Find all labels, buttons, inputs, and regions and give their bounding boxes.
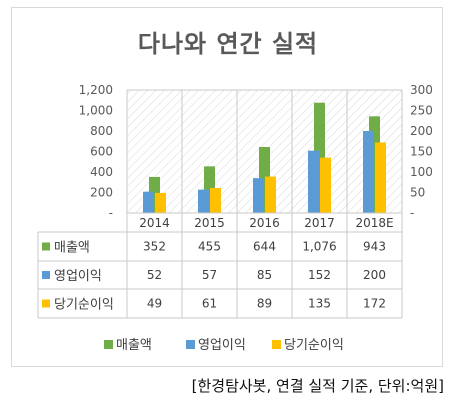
table-cell-value: 352 — [143, 240, 166, 254]
table-cell-value: 172 — [363, 297, 386, 311]
bar-영업이익-2018E — [363, 131, 374, 213]
source-note: [한경탐사봇, 연결 실적 기준, 단위:억원] — [191, 377, 444, 395]
table-cell-value: 61 — [202, 297, 217, 311]
x-tick-label: 2017 — [304, 216, 335, 230]
x-tick-label: 2016 — [249, 216, 280, 230]
bar-매출액-2015 — [204, 166, 215, 213]
y-right-tick-label: 300 — [410, 83, 433, 97]
table-legend-key — [42, 271, 50, 279]
bar-매출액-2017 — [314, 102, 325, 213]
bar-당기순이익-2014 — [155, 192, 166, 213]
bar-매출액-2016 — [259, 146, 270, 213]
table-row-label: 영업이익 — [54, 269, 102, 284]
chart-canvas: - 200 400 600 800 1,000 1,200 - 50 100 150 200 250 30… — [37, 83, 433, 353]
table-cell-value: 455 — [198, 240, 221, 254]
table-cell-value: 85 — [257, 268, 272, 282]
table-cell-value: 49 — [147, 297, 162, 311]
y-right-tick-label: 150 — [410, 145, 433, 159]
y-right-tick-label: 100 — [410, 165, 433, 179]
legend-swatch — [104, 340, 113, 349]
table-cell-value: 57 — [202, 268, 217, 282]
y-right-tick-label: - — [410, 206, 414, 220]
legend-label: 당기순이익 — [284, 338, 344, 353]
table-cell-value: 943 — [363, 240, 386, 254]
bar-당기순이익-2016 — [265, 176, 276, 213]
bar-영업이익-2016 — [253, 178, 264, 213]
chart-title: 다나와 연간 실적 — [137, 30, 319, 58]
x-tick-label: 2018E — [355, 216, 393, 230]
table-cell-value: 200 — [363, 268, 386, 282]
y-left-tick-label: 1,000 — [79, 104, 113, 118]
table-row-label: 당기순이익 — [54, 298, 114, 313]
bar-영업이익-2017 — [308, 150, 319, 213]
legend-label: 매출액 — [116, 338, 152, 353]
x-tick-label: 2015 — [194, 216, 225, 230]
y-left-tick-label: 600 — [90, 145, 113, 159]
y-left-tick-label: 200 — [90, 186, 113, 200]
table-cell-value: 135 — [308, 297, 331, 311]
bar-당기순이익-2017 — [320, 157, 331, 213]
table-legend-key — [42, 299, 50, 308]
legend-swatch — [186, 340, 195, 349]
y-right-tick-label: 50 — [410, 186, 425, 200]
y-right-tick-label: 250 — [410, 104, 433, 118]
bar-매출액-2014 — [149, 176, 160, 213]
y-right-tick-label: 200 — [410, 124, 433, 138]
table-cell-value: 89 — [257, 297, 272, 311]
table-cell-value: 52 — [147, 268, 162, 282]
y-left-tick-label: 1,200 — [79, 83, 113, 97]
y-left-tick-label: 400 — [90, 165, 113, 179]
bar-당기순이익-2018E — [375, 142, 386, 213]
y-left-tick-label: - — [109, 206, 113, 220]
bar-매출액-2018E — [369, 116, 380, 213]
legend-swatch — [272, 340, 281, 349]
table-legend-key — [42, 242, 50, 251]
table-cell-value: 152 — [308, 268, 331, 282]
table-row-label: 매출액 — [54, 241, 90, 256]
bar-영업이익-2015 — [198, 189, 209, 213]
bar-당기순이익-2015 — [210, 187, 221, 213]
table-cell-value: 644 — [253, 240, 276, 254]
legend-label: 영업이익 — [198, 338, 246, 353]
table-cell-value: 1,076 — [302, 240, 336, 254]
bar-영업이익-2014 — [143, 191, 154, 213]
y-left-tick-label: 800 — [90, 124, 113, 138]
x-tick-label: 2014 — [139, 216, 170, 230]
